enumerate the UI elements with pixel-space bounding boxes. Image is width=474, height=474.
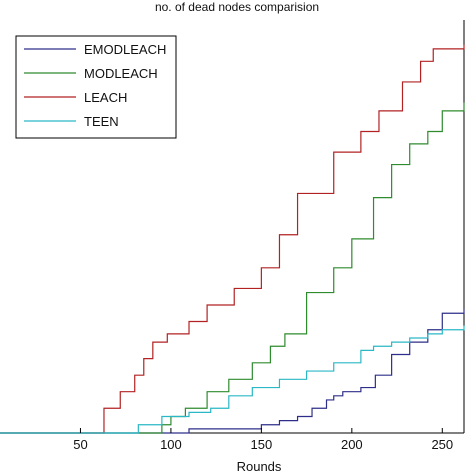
plot-area: 50 100 150 200 250 <box>0 20 465 452</box>
x-tick-label: 150 <box>251 437 273 452</box>
x-tick-label: 50 <box>73 437 87 452</box>
x-tick-label: 200 <box>341 437 363 452</box>
legend-label-teen: TEEN <box>84 114 119 129</box>
series-line-emodleach <box>0 309 465 434</box>
x-tick-label: 250 <box>431 437 453 452</box>
chart-title: no. of dead nodes comparision <box>155 0 319 14</box>
series-line-leach <box>0 44 465 434</box>
series-line-modleach <box>0 102 465 434</box>
legend-label-modleach: MODLEACH <box>84 66 158 81</box>
x-axis-title: Rounds <box>237 459 282 474</box>
x-tick-label: 100 <box>160 437 182 452</box>
legend-label-leach: LEACH <box>84 90 127 105</box>
series-lines <box>0 44 465 434</box>
legend-items: EMODLEACH MODLEACH LEACH TEEN <box>24 42 166 129</box>
x-axis-ticks: 50 100 150 200 250 <box>73 428 453 452</box>
legend: EMODLEACH MODLEACH LEACH TEEN <box>15 35 177 139</box>
series-line-teen <box>0 325 465 434</box>
legend-label-emodleach: EMODLEACH <box>84 42 166 57</box>
